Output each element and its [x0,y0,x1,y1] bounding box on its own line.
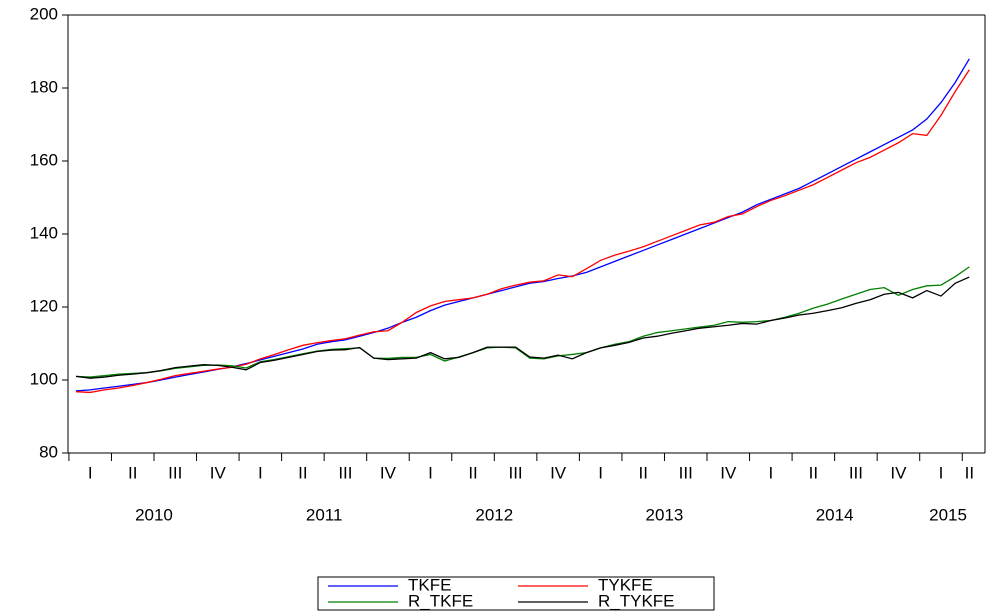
x-tick-label: III [168,463,182,482]
y-tick-label: 180 [30,77,58,96]
x-tick-label: IV [720,463,737,482]
x-tick-label: III [508,463,522,482]
x-tick-label: II [965,463,974,482]
y-tick-label: 80 [39,442,58,461]
series-line [75,266,970,378]
x-tick-label: IV [210,463,227,482]
x-tick-label: IV [550,463,567,482]
y-tick-label: 160 [30,150,58,169]
series-line [75,276,970,379]
legend-box [317,576,715,611]
x-tick-label: II [128,463,137,482]
legend-label: TKFE [408,575,451,594]
y-tick-label: 140 [30,223,58,242]
x-tick-label: II [809,463,818,482]
x-tick-label: III [338,463,352,482]
legend-label: R_TYKFE [598,591,675,610]
y-tick-label: 100 [30,369,58,388]
year-label: 2011 [306,505,343,524]
series-line [75,58,970,392]
series-line [75,69,970,394]
x-tick-label: II [638,463,647,482]
legend-label: TYKFE [598,575,653,594]
x-tick-label: III [849,463,863,482]
year-label: 2010 [135,505,173,524]
y-tick-label: 200 [30,4,58,23]
year-label: 2014 [816,505,854,524]
x-tick-label: IV [380,463,397,482]
y-tick-label: 120 [30,296,58,315]
x-tick-label: I [88,463,93,482]
x-tick-label: I [939,463,944,482]
x-tick-label: I [428,463,433,482]
x-tick-label: IV [890,463,907,482]
x-tick-label: I [768,463,773,482]
x-tick-label: II [298,463,307,482]
year-label: 2012 [475,505,513,524]
x-tick-label: III [679,463,693,482]
x-tick-label: I [598,463,603,482]
legend-label: R_TKFE [408,591,473,610]
x-tick-label: I [258,463,263,482]
year-label: 2015 [929,505,967,524]
year-label: 2013 [646,505,684,524]
x-tick-label: II [468,463,477,482]
